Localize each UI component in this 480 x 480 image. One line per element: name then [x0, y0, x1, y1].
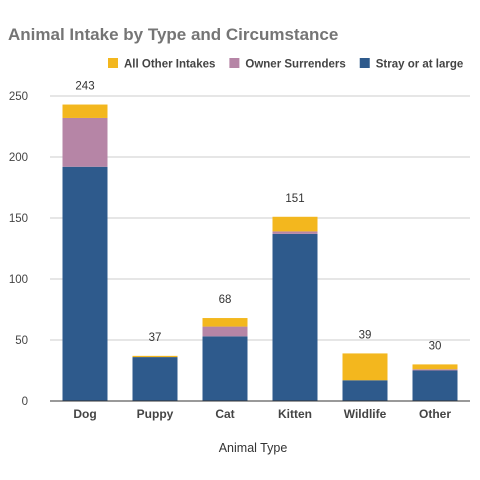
bar-other-all-other-intakes	[412, 364, 458, 370]
bar-puppy-all-other-intakes	[132, 355, 178, 358]
total-labels: 243 37 68 151 39 30	[75, 81, 441, 353]
bar-dog-stray-or-at-large	[62, 166, 108, 401]
total-label-dog: 243	[75, 81, 94, 93]
x-axis-ticks: Dog Puppy Cat Kitten Wildlife Other	[73, 407, 451, 421]
total-label-kitten: 151	[285, 193, 304, 205]
x-tick-label-kitten: Kitten	[278, 407, 312, 421]
bar-cat-stray-or-at-large	[202, 336, 248, 401]
y-tick-label: 150	[9, 213, 28, 225]
y-tick-label: 200	[9, 152, 28, 164]
bar-other-stray-or-at-large	[412, 370, 458, 401]
bar-other-owner-surrenders	[412, 369, 458, 371]
legend-label-stray-or-at-large: Stray or at large	[376, 59, 464, 71]
bar-dog-all-other-intakes	[62, 104, 108, 118]
legend: All Other Intakes Owner Surrenders Stray o…	[108, 58, 463, 71]
bars	[62, 104, 458, 401]
legend-label-all-other-intakes: All Other Intakes	[124, 59, 215, 71]
x-tick-label-cat: Cat	[215, 407, 234, 421]
total-label-wildlife: 39	[359, 329, 372, 341]
x-tick-label-other: Other	[419, 407, 451, 421]
y-tick-label: 100	[9, 274, 28, 286]
x-axis-title: Animal Type	[219, 441, 288, 455]
total-label-other: 30	[429, 340, 442, 352]
bar-cat-all-other-intakes	[202, 318, 248, 327]
legend-swatch-owner-surrenders	[229, 58, 240, 68]
total-label-cat: 68	[219, 294, 232, 306]
x-tick-label-wildlife: Wildlife	[344, 407, 387, 421]
x-tick-label-puppy: Puppy	[137, 407, 174, 421]
bar-wildlife-all-other-intakes	[342, 353, 388, 381]
bar-kitten-stray-or-at-large	[272, 233, 318, 401]
legend-label-owner-surrenders: Owner Surrenders	[245, 59, 345, 71]
bar-cat-owner-surrenders	[202, 326, 248, 337]
bar-wildlife-stray-or-at-large	[342, 380, 388, 401]
y-axis-ticks: 0 50 100 150 200 250	[9, 91, 28, 408]
y-tick-label: 250	[9, 91, 28, 103]
chart-title: Animal Intake by Type and Circumstance	[8, 25, 338, 44]
x-tick-label-dog: Dog	[73, 407, 96, 421]
legend-swatch-all-other-intakes	[108, 58, 118, 68]
legend-swatch-stray-or-at-large	[359, 58, 370, 68]
bar-kitten-all-other-intakes	[272, 216, 318, 232]
gridlines	[50, 95, 470, 341]
y-tick-label: 50	[15, 335, 28, 347]
bar-kitten-owner-surrenders	[272, 231, 318, 234]
y-tick-label: 0	[22, 396, 28, 408]
total-label-puppy: 37	[149, 332, 162, 344]
bar-puppy-stray-or-at-large	[132, 357, 178, 401]
bar-dog-owner-surrenders	[62, 117, 108, 167]
